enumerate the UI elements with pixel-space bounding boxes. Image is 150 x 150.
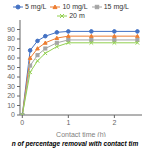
svg-text:60: 60 bbox=[8, 54, 15, 61]
svg-text:0: 0 bbox=[11, 111, 15, 118]
svg-text:20: 20 bbox=[8, 92, 15, 99]
html-text:10 mg/L: 10 mg/L bbox=[62, 3, 88, 10]
svg-text:2: 2 bbox=[112, 119, 116, 126]
html-text:5 mg/L: 5 mg/L bbox=[25, 3, 47, 10]
svg-text:1: 1 bbox=[66, 119, 70, 126]
svg-text:70: 70 bbox=[8, 45, 15, 52]
svg-text:80: 80 bbox=[8, 35, 15, 42]
svg-text:0: 0 bbox=[20, 119, 24, 126]
svg-text:30: 30 bbox=[8, 83, 15, 90]
svg-text:40: 40 bbox=[8, 73, 15, 80]
svg-text:50: 50 bbox=[8, 64, 15, 71]
html-text:n of percentage removal with c: n of percentage removal with contact tim bbox=[11, 140, 139, 147]
svg-text:Contact time (h): Contact time (h) bbox=[56, 131, 106, 137]
html-text:20 m: 20 m bbox=[69, 12, 85, 19]
svg-text:90: 90 bbox=[8, 26, 15, 33]
svg-text:10: 10 bbox=[8, 102, 15, 109]
html-text:15 mg/L: 15 mg/L bbox=[103, 3, 129, 10]
